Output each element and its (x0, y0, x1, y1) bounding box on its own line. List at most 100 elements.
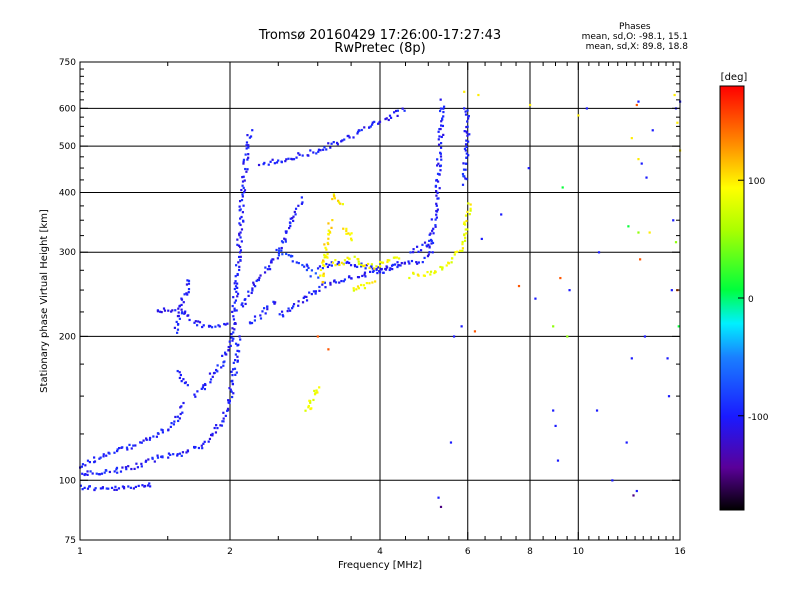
data-point (180, 380, 183, 383)
y-axis-title: Stationary phase Virtual Height [km] (39, 209, 50, 393)
data-point (284, 160, 287, 163)
data-point (239, 249, 243, 252)
data-point (463, 90, 466, 93)
data-point (337, 201, 341, 204)
data-point (233, 307, 236, 310)
data-point (464, 177, 467, 180)
data-point (156, 310, 160, 313)
data-point (247, 294, 250, 297)
data-point (287, 307, 290, 310)
data-point (134, 485, 137, 489)
data-point (200, 387, 203, 390)
data-point (357, 258, 360, 261)
data-point (674, 241, 678, 244)
data-point (176, 453, 179, 456)
data-point (321, 261, 324, 264)
data-point (177, 419, 180, 423)
data-point (667, 395, 671, 398)
data-point (317, 150, 320, 153)
data-point (227, 348, 230, 352)
y-tick-label: 750 (59, 58, 76, 68)
data-point (328, 230, 331, 233)
data-point (398, 257, 401, 260)
data-point (220, 424, 224, 427)
data-point (337, 199, 340, 202)
data-point (222, 417, 225, 420)
data-point (342, 280, 345, 283)
data-point (228, 399, 232, 403)
data-point (321, 281, 324, 284)
data-point (153, 460, 156, 463)
data-point (435, 213, 438, 216)
data-point (361, 274, 364, 278)
data-point (318, 289, 321, 292)
data-point (178, 417, 181, 420)
data-point (239, 255, 242, 258)
data-point (396, 265, 399, 269)
data-point (247, 146, 250, 149)
data-point (465, 139, 468, 142)
data-point (303, 265, 306, 268)
data-point (556, 459, 560, 462)
data-point (175, 320, 178, 324)
data-point (261, 310, 264, 313)
data-point (670, 289, 673, 292)
data-point (349, 264, 353, 267)
data-point (464, 236, 467, 239)
data-point (304, 409, 307, 412)
data-point (233, 301, 236, 304)
data-point (216, 364, 219, 367)
data-point (347, 134, 350, 138)
data-point (186, 384, 189, 387)
data-point (429, 270, 433, 273)
data-point (412, 272, 415, 275)
data-point (454, 250, 457, 254)
data-point (275, 248, 278, 252)
data-point (307, 154, 310, 157)
data-point (238, 222, 241, 225)
data-point (247, 144, 250, 147)
data-point (91, 472, 94, 475)
data-point (447, 262, 451, 265)
data-point (324, 246, 327, 249)
data-point (184, 310, 187, 313)
data-point (434, 184, 438, 187)
data-point (651, 129, 654, 132)
data-point (428, 251, 431, 254)
data-point (317, 276, 320, 279)
data-point (368, 282, 371, 285)
data-point (226, 409, 229, 412)
data-point (360, 128, 363, 132)
data-point (381, 261, 385, 264)
data-point (103, 471, 106, 474)
data-point (212, 372, 216, 375)
data-point (187, 279, 191, 282)
data-point (243, 179, 246, 182)
data-point (461, 243, 464, 246)
data-point (182, 378, 185, 381)
data-point (441, 117, 444, 120)
data-point (156, 432, 160, 435)
data-point (465, 219, 468, 223)
data-point (384, 268, 388, 271)
data-point (321, 266, 324, 270)
data-point (119, 470, 123, 473)
data-point (232, 315, 235, 318)
data-point (307, 406, 310, 409)
data-point (268, 265, 271, 268)
data-point (236, 272, 239, 276)
data-point (337, 261, 340, 264)
data-point (379, 260, 382, 264)
data-point (89, 470, 92, 473)
data-point (343, 138, 346, 141)
data-point (552, 325, 555, 328)
data-point (371, 267, 374, 270)
data-point (387, 118, 390, 122)
data-point (305, 263, 308, 266)
data-point (224, 323, 227, 326)
data-point (244, 298, 247, 301)
data-point (386, 259, 389, 262)
data-point (148, 482, 151, 485)
data-point (276, 257, 279, 260)
data-point (377, 122, 380, 125)
